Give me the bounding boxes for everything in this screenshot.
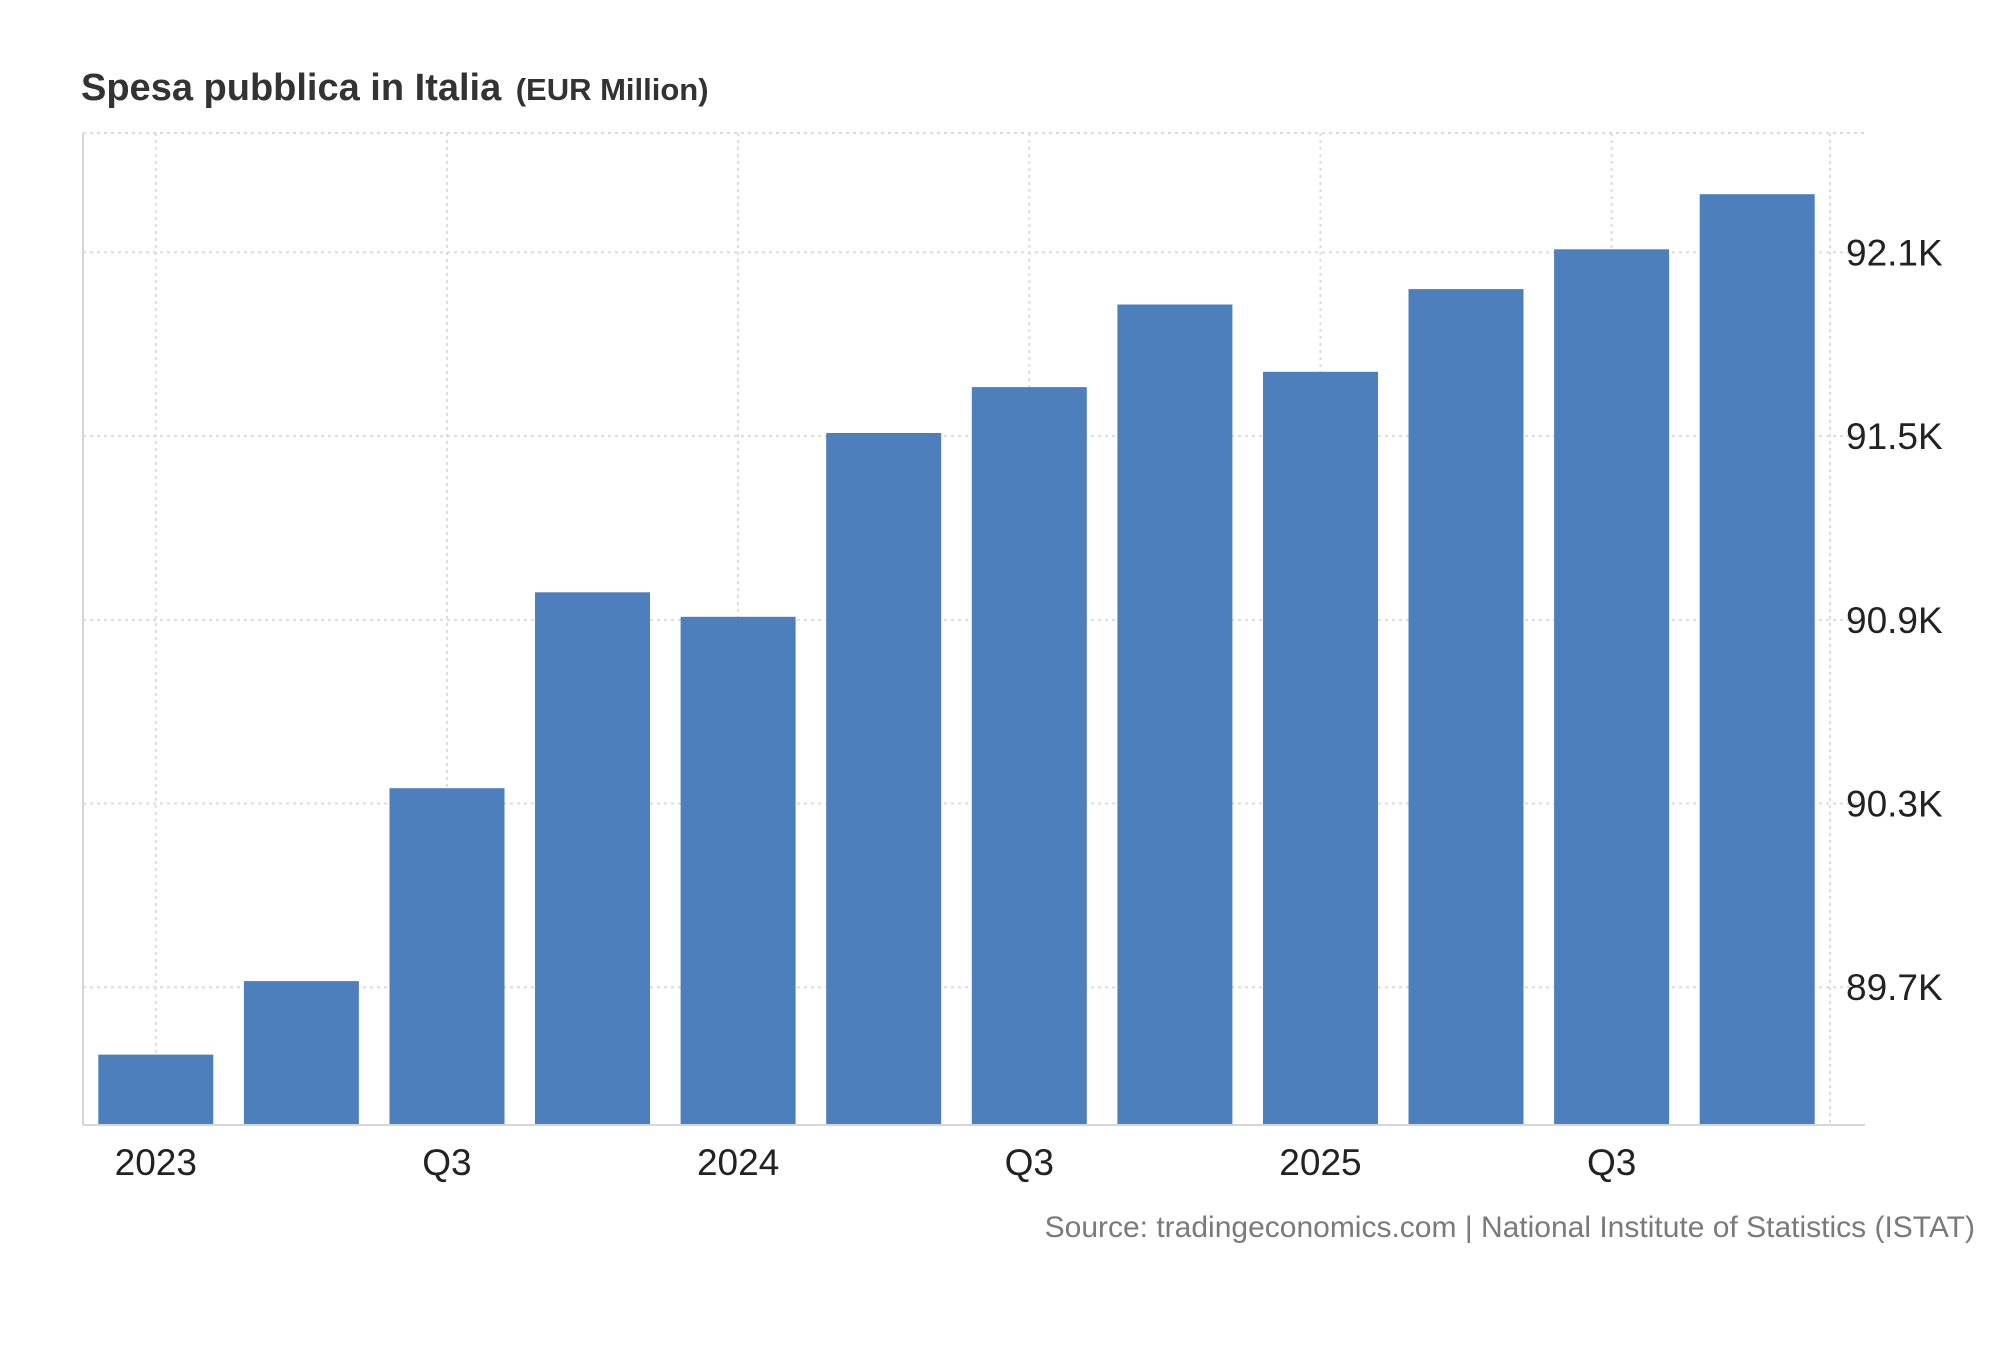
y-tick-label: 91.5K: [1846, 416, 1943, 457]
bar: [243, 981, 359, 1125]
y-tick-label: 90.9K: [1846, 600, 1943, 641]
bar: [1263, 371, 1378, 1125]
bar: [1408, 289, 1524, 1126]
x-tick-label: Q3: [422, 1142, 471, 1183]
bar: [1554, 249, 1670, 1126]
x-tick-label: 2023: [115, 1142, 197, 1183]
x-tick-label: Q3: [1587, 1142, 1636, 1183]
bar: [826, 433, 942, 1125]
x-tick-label: 2025: [1279, 1142, 1361, 1183]
x-tick-labels: 2023 Q3 2024 Q3 2025 Q3: [115, 1142, 1637, 1183]
y-tick-label: 92.1K: [1846, 232, 1943, 273]
axes: [82, 133, 1865, 1126]
x-tick-label: Q3: [1005, 1142, 1054, 1183]
bar: [389, 788, 505, 1125]
bar: [971, 387, 1087, 1126]
bar: [680, 616, 796, 1125]
source-note: Source: tradingeconomics.com | National …: [1045, 1211, 1975, 1244]
bar: [1117, 304, 1233, 1125]
bar: [535, 592, 650, 1125]
chart-title-unit: (EUR Million): [516, 72, 709, 107]
y-tick-label: 90.3K: [1846, 784, 1943, 825]
bars: [98, 194, 1815, 1126]
bar: [1699, 194, 1815, 1125]
chart-title-main: Spesa pubblica in Italia: [81, 67, 502, 109]
y-tick-labels: 89.7K 90.3K 90.9K 91.5K 92.1K: [1846, 232, 1943, 1008]
bar: [98, 1054, 214, 1125]
y-tick-label: 89.7K: [1846, 967, 1943, 1008]
chart-title: Spesa pubblica in Italia (EUR Million): [81, 67, 709, 109]
x-tick-label: 2024: [697, 1142, 779, 1183]
